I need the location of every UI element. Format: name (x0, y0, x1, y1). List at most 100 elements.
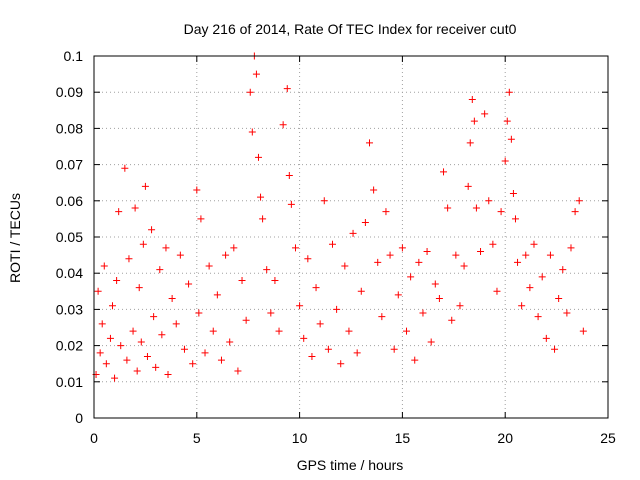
chart-title: Day 216 of 2014, Rate Of TEC Index for r… (184, 21, 517, 37)
data-point (349, 229, 357, 237)
axis-ticks: 0 5 10 15 20 25 0 0.01 0.02 0.03 0.04 0.05 0.06 0.07 0… (56, 48, 616, 446)
grid-lines (94, 56, 608, 418)
data-point (466, 139, 474, 147)
y-tick-label: 0.04 (56, 265, 83, 281)
data-point (497, 208, 505, 216)
data-point (115, 208, 123, 216)
data-point (125, 255, 133, 263)
data-point (345, 327, 353, 335)
data-point (361, 219, 369, 227)
data-point (328, 240, 336, 248)
data-point (505, 88, 513, 96)
data-point (156, 266, 164, 274)
data-point (316, 320, 324, 328)
data-point (398, 244, 406, 252)
y-tick-label: 0.08 (56, 120, 83, 136)
data-point (230, 244, 238, 252)
data-point (137, 338, 145, 346)
data-point (283, 85, 291, 93)
data-point (435, 295, 443, 303)
data-point (312, 284, 320, 292)
data-point (102, 360, 110, 368)
data-point (193, 186, 201, 194)
data-point (257, 193, 265, 201)
data-point (571, 208, 579, 216)
x-tick-label: 20 (497, 430, 513, 446)
data-point (98, 320, 106, 328)
data-point (242, 316, 250, 324)
data-point (353, 349, 361, 357)
data-point (131, 204, 139, 212)
data-point (493, 287, 501, 295)
data-point (440, 168, 448, 176)
data-point (423, 247, 431, 255)
data-point (522, 251, 530, 259)
data-point (509, 190, 517, 198)
data-point (403, 327, 411, 335)
data-point (176, 251, 184, 259)
data-point (189, 360, 197, 368)
data-point (123, 356, 131, 364)
data-point (518, 302, 526, 310)
data-point (546, 251, 554, 259)
data-point (411, 356, 419, 364)
data-point (285, 171, 293, 179)
data-point (141, 182, 149, 190)
data-point (390, 345, 398, 353)
data-point (287, 200, 295, 208)
data-point (551, 345, 559, 353)
data-point (291, 244, 299, 252)
data-point (386, 251, 394, 259)
data-point (503, 117, 511, 125)
data-point (94, 287, 102, 295)
data-point (213, 291, 221, 299)
y-tick-label: 0.07 (56, 157, 83, 173)
data-point (129, 327, 137, 335)
data-point (234, 367, 242, 375)
data-point (538, 273, 546, 281)
data-point (254, 153, 262, 161)
data-point (324, 345, 332, 353)
y-tick-label: 0.06 (56, 193, 83, 209)
data-point (267, 309, 275, 317)
data-point (382, 208, 390, 216)
data-point (507, 135, 515, 143)
data-point (501, 157, 509, 165)
data-point (514, 258, 522, 266)
y-tick-label: 0.01 (56, 374, 83, 390)
data-point (296, 302, 304, 310)
data-point (320, 197, 328, 205)
data-point (168, 295, 176, 303)
data-point (185, 280, 193, 288)
data-point (485, 197, 493, 205)
data-point (542, 334, 550, 342)
data-point (366, 139, 374, 147)
data-point (460, 262, 468, 270)
data-point (374, 258, 382, 266)
data-point (121, 164, 129, 172)
data-point (534, 313, 542, 321)
data-point (448, 316, 456, 324)
data-point (357, 287, 365, 295)
data-point (195, 309, 203, 317)
data-point (209, 327, 217, 335)
data-point (222, 251, 230, 259)
data-point (279, 121, 287, 129)
data-point (248, 128, 256, 136)
data-point (201, 349, 209, 357)
data-point (575, 197, 583, 205)
data-point (135, 284, 143, 292)
data-point (464, 182, 472, 190)
data-point (337, 360, 345, 368)
data-point (378, 313, 386, 321)
data-point (152, 363, 160, 371)
data-point (113, 276, 121, 284)
data-point (370, 186, 378, 194)
data-point (133, 367, 141, 375)
data-point (117, 342, 125, 350)
data-point (252, 70, 260, 78)
x-axis-title: GPS time / hours (297, 457, 404, 473)
data-point (431, 280, 439, 288)
data-point (477, 247, 485, 255)
data-point (341, 262, 349, 270)
